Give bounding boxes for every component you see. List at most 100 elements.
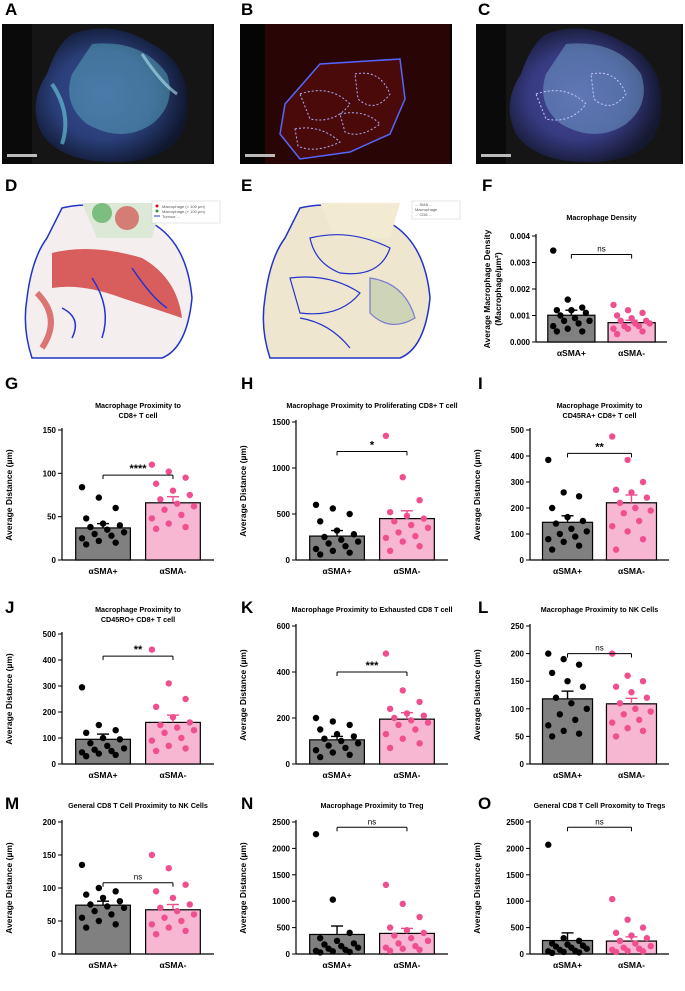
data-point [643, 934, 651, 942]
data-point [399, 474, 406, 481]
data-point [173, 500, 181, 507]
data-point [612, 929, 620, 937]
data-point [416, 497, 423, 504]
data-point [165, 680, 172, 687]
data-point [564, 296, 571, 303]
data-point [95, 537, 103, 545]
data-point [639, 948, 647, 955]
data-point [647, 507, 654, 514]
chart-svg-h: Macrophage Proximity to Proliferating CD… [238, 401, 458, 576]
bar-sma-neg [145, 502, 201, 561]
data-point [610, 301, 617, 309]
data-point [560, 655, 567, 663]
x-tick-label: αSMA- [393, 960, 420, 970]
spatial-map-e: ... SMA ... Macrophage ... CD8 ... [240, 198, 462, 361]
data-point [632, 705, 639, 712]
y-tick-label: 400 [43, 656, 57, 665]
chart-m: General CD8 T Cell Proximity to NK Cells… [0, 796, 230, 986]
y-axis-label-line2: (Macrophage/µm²) [493, 252, 503, 326]
data-point [399, 735, 406, 742]
significance-label: ns [597, 245, 605, 254]
y-tick-label: 150 [43, 851, 57, 860]
data-point [632, 940, 639, 947]
data-point [152, 525, 160, 532]
data-point [190, 911, 198, 918]
data-point [329, 505, 337, 512]
data-point [342, 744, 349, 752]
significance-label: **** [129, 463, 147, 475]
chart-o: General CD8 T Cell Proxomity to Tregs Ave… [468, 796, 685, 986]
data-point [87, 740, 94, 747]
data-point [386, 705, 394, 712]
data-point [579, 328, 586, 335]
data-point [312, 747, 320, 754]
x-tick-label: αSMA+ [89, 960, 118, 970]
data-point [624, 307, 632, 314]
data-point [583, 705, 590, 712]
data-point [112, 539, 119, 546]
data-point [116, 898, 124, 905]
data-point [116, 736, 124, 743]
data-point [116, 522, 124, 529]
panel-label-d: D [5, 176, 18, 195]
data-point [579, 304, 586, 311]
significance-label: ** [595, 441, 604, 453]
data-point [186, 901, 193, 908]
data-point [552, 520, 560, 527]
data-point [152, 703, 160, 710]
data-point [612, 486, 620, 493]
data-point [321, 533, 328, 541]
data-point [412, 942, 419, 950]
y-tick-label: 0 [520, 950, 525, 959]
y-tick-label: 2000 [272, 844, 290, 853]
data-point [612, 546, 620, 553]
data-point [312, 501, 320, 508]
data-point [620, 711, 627, 718]
chart-k: Macrophage Proximity to Exhausted CD8 T … [234, 600, 464, 796]
data-point [412, 532, 419, 540]
data-point [420, 712, 427, 719]
data-point [609, 895, 616, 903]
panel-label-e: E [241, 176, 253, 195]
data-point [639, 678, 647, 685]
data-point [412, 726, 419, 733]
data-point [382, 650, 390, 657]
y-axis-label: Average Distance (µm) [472, 449, 482, 541]
data-point [575, 542, 583, 549]
data-point [354, 538, 362, 545]
data-point [354, 740, 362, 747]
x-tick-label: αSMA+ [553, 960, 582, 970]
data-point [575, 937, 583, 944]
data-point [386, 547, 394, 554]
y-tick-label: 0.001 [510, 312, 531, 321]
data-point [95, 721, 103, 729]
y-tick-label: 1000 [272, 897, 290, 906]
data-point [632, 504, 639, 512]
data-point [613, 312, 621, 319]
data-point [382, 534, 390, 542]
data-point [148, 515, 156, 522]
y-tick-label: 50 [47, 513, 56, 522]
chart-j: Macrophage Proximity to CD45RO+ CD8+ T ce… [0, 600, 230, 796]
spatial-map-d: Macrophage (< 100 µm) Macrophage (> 100 … [2, 198, 224, 361]
data-point [317, 726, 324, 733]
data-point [346, 510, 353, 518]
data-point [556, 711, 564, 718]
y-tick-label: 0 [286, 950, 291, 959]
x-tick-label: αSMA+ [553, 566, 582, 576]
tissue-image-a [2, 24, 214, 164]
data-point [95, 917, 103, 925]
data-point [83, 541, 90, 548]
significance-label: ns [595, 644, 603, 653]
data-point [165, 865, 172, 872]
data-point [639, 536, 647, 543]
data-point [647, 708, 654, 715]
chart-title: Macrophage Proximity to Treg [320, 801, 423, 810]
data-point [545, 456, 552, 464]
map-e-legend-2: Macrophage [415, 207, 438, 212]
data-point [624, 947, 631, 955]
data-point [560, 727, 567, 735]
x-tick-label: αSMA- [393, 566, 420, 576]
data-point [165, 468, 172, 475]
data-point [190, 503, 198, 510]
